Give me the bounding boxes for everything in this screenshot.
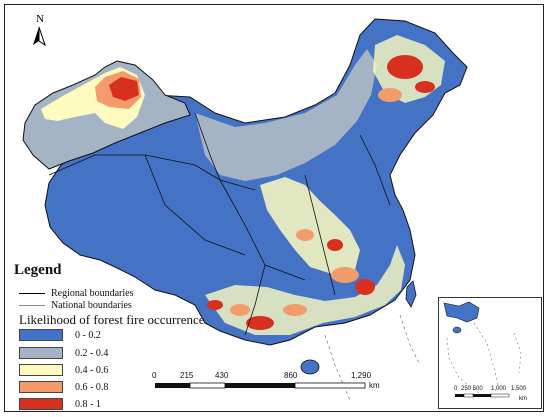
sea-boundary-line <box>399 314 421 366</box>
inset-scale-tick-label: 1,000 <box>491 386 507 392</box>
legend-subtitle: Likelihood of forest fire occurrence <box>19 312 205 327</box>
regional-boundary-line <box>219 179 306 281</box>
regional-boundaries-label: Regional boundaries <box>51 287 134 299</box>
regional-boundary-line <box>304 174 336 296</box>
inset-boundary-line <box>473 322 500 389</box>
regional-boundary-line <box>359 134 391 206</box>
inset-boundary-line <box>513 332 522 374</box>
class-label: 0 - 0.2 <box>75 329 101 341</box>
inset-scale-unit: km <box>519 396 527 402</box>
scale-tick-label: 0 <box>152 371 157 380</box>
class-swatch <box>19 381 63 393</box>
class-label: 0.6 - 0.8 <box>75 381 109 393</box>
inset-scale-bar <box>455 393 510 398</box>
red-zone-altai <box>109 77 139 101</box>
national-boundaries-label: National boundaries <box>51 299 132 311</box>
hotspot-southwest <box>207 300 223 310</box>
hainan-island <box>300 359 320 375</box>
orange-patch-sw <box>230 304 250 316</box>
hotspot-southeast <box>355 279 375 295</box>
regional-boundary-line <box>244 264 266 336</box>
main-scale-bar <box>155 382 366 389</box>
inset-scale-tick-label: 0 <box>454 386 458 392</box>
orange-patch-ne <box>378 88 402 102</box>
inset-coastline <box>443 301 480 323</box>
class-label: 0.4 - 0.6 <box>75 364 109 376</box>
hotspot-northeast <box>387 55 423 79</box>
legend-national-row: National boundaries <box>19 299 132 311</box>
class-swatch <box>19 347 63 359</box>
orange-patch-c <box>296 229 314 241</box>
legend-class-row: 0 - 0.2 <box>19 328 101 342</box>
sea-boundary-line <box>324 334 351 401</box>
sea-boundaries <box>324 314 421 401</box>
class-label: 0.2 - 0.4 <box>75 347 109 359</box>
hotspot-central <box>327 239 343 251</box>
taiwan-island <box>405 280 417 308</box>
scale-tick-label: 1,290 <box>351 371 372 380</box>
map-canvas <box>22 18 468 401</box>
orange-patch-se <box>331 267 359 283</box>
inset-island <box>452 326 462 334</box>
inset-boundary-line <box>446 337 480 394</box>
orange-patch-s <box>283 304 307 316</box>
scale-unit-label: km <box>369 381 380 390</box>
north-arrow-icon <box>33 26 46 47</box>
north-label: N <box>36 13 44 25</box>
inset-scale-tick-label: 250 500 <box>461 386 483 392</box>
class-swatch <box>19 364 63 376</box>
class-swatch <box>19 398 63 410</box>
legend-class-row: 0.2 - 0.4 <box>19 346 108 360</box>
legend-regional-row: Regional boundaries <box>19 287 133 299</box>
legend-class-row: 0.6 - 0.8 <box>19 380 108 394</box>
hotspot-northeast-2 <box>415 81 435 93</box>
legend-class-row: 0.4 - 0.6 <box>19 363 108 377</box>
regional-boundary-line <box>194 112 256 191</box>
inset-scale-tick-label: 1,500 <box>511 386 527 392</box>
scale-tick-label: 215 <box>180 371 194 380</box>
orange-patches <box>230 88 402 316</box>
scale-tick-label: 860 <box>284 371 298 380</box>
national-line-swatch <box>19 304 45 306</box>
south-china-sea-inset: 0 250 500 1,000 1,500 km <box>438 297 542 409</box>
class-label: 0.8 - 1 <box>75 398 101 410</box>
hotspot-south <box>246 316 274 330</box>
grey-belt <box>195 49 377 181</box>
class-swatch <box>19 329 63 341</box>
regional-boundary-line <box>144 154 246 256</box>
yellow-zone-south <box>205 245 405 335</box>
legend-class-row: 0.8 - 1 <box>19 397 101 411</box>
map-frame: N Legend Regional boundaries National bo… <box>4 4 544 412</box>
fire-hotspots <box>207 55 435 330</box>
scale-tick-label: 430 <box>215 371 229 380</box>
inset-dashed-lines <box>446 322 522 394</box>
legend-title: Legend <box>14 262 62 278</box>
regional-boundaries <box>48 112 391 336</box>
inset-map-canvas <box>443 301 522 398</box>
regional-line-swatch <box>19 292 45 294</box>
